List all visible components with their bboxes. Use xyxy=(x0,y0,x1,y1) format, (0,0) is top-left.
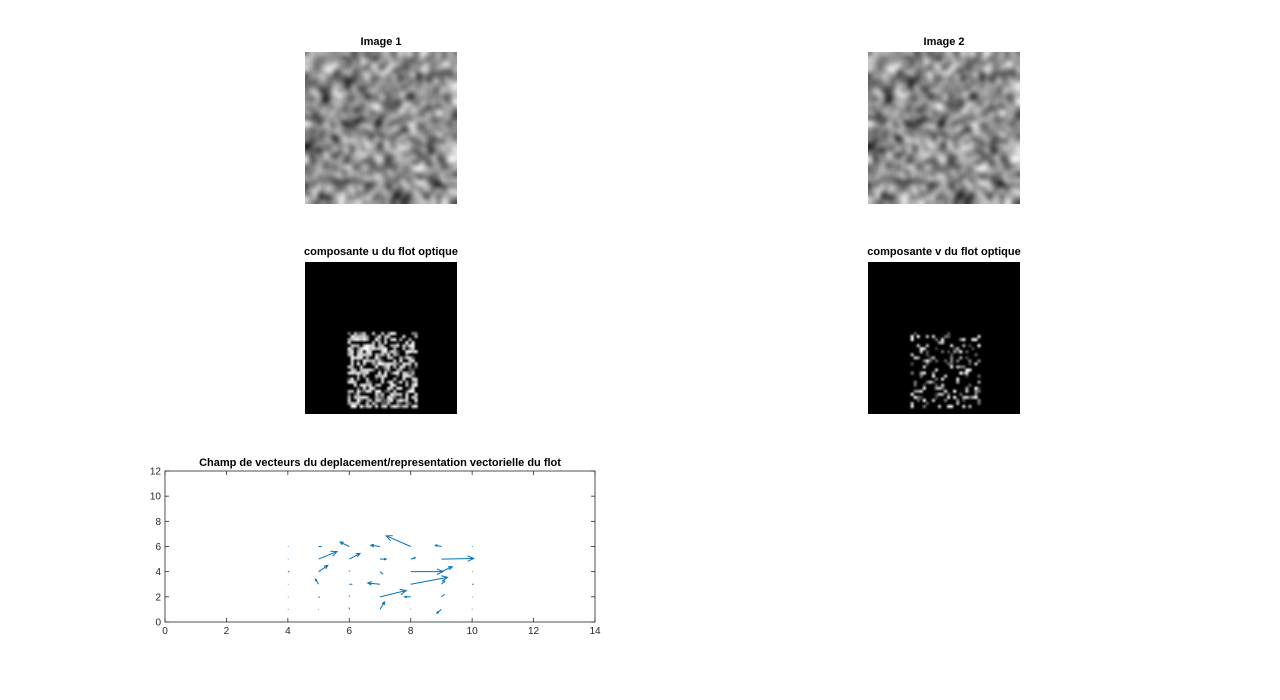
image1-canvas xyxy=(305,52,457,204)
flow-vector xyxy=(410,568,445,575)
flow-vector xyxy=(435,609,442,614)
flow-vector xyxy=(338,541,350,547)
flow-vector xyxy=(434,544,442,547)
flow-vector xyxy=(410,575,449,585)
flow-vector xyxy=(379,600,386,610)
x-tick-label: 10 xyxy=(467,626,479,637)
y-tick-label: 12 xyxy=(150,467,162,478)
quiver-chart: Champ de vecteurs du deplacement/represe… xyxy=(150,457,601,638)
y-tick-label: 4 xyxy=(155,567,161,578)
flow-vector xyxy=(441,555,475,562)
x-tick-label: 2 xyxy=(224,626,230,637)
u-component-panel xyxy=(305,262,457,414)
v-component-title: composante v du flot optique xyxy=(867,246,1021,258)
x-tick-label: 14 xyxy=(589,626,601,637)
v-component-panel xyxy=(868,262,1020,414)
flow-vector xyxy=(349,552,362,560)
image1-panel xyxy=(305,52,457,204)
flow-vector xyxy=(441,566,454,573)
flow-vector xyxy=(318,596,321,598)
quiver-axes: 0 2 4 6 8 10 12 14 0 2 4 6 8 10 12 xyxy=(150,467,601,638)
image1-title: Image 1 xyxy=(360,36,402,48)
u-component-title: composante u du flot optique xyxy=(304,246,458,258)
y-tick-label: 10 xyxy=(150,492,162,503)
flow-vector xyxy=(314,578,319,585)
y-tick-label: 8 xyxy=(155,517,161,528)
flow-vector xyxy=(379,588,408,598)
quiver-title: Champ de vecteurs du deplacement/represe… xyxy=(199,457,561,469)
flow-vector xyxy=(441,580,446,585)
flow-vector xyxy=(403,595,411,599)
flow-vector xyxy=(385,535,411,547)
x-tick-label: 12 xyxy=(528,626,540,637)
image2-title: Image 2 xyxy=(923,36,965,48)
y-tick-label: 0 xyxy=(155,618,161,629)
flow-vector xyxy=(410,557,417,560)
x-tick-label: 6 xyxy=(347,626,353,637)
x-tick-label: 4 xyxy=(285,626,291,637)
flow-vector xyxy=(366,581,381,586)
flow-vector xyxy=(318,564,329,573)
u-component-canvas xyxy=(305,262,457,414)
flow-vector xyxy=(379,571,384,575)
image2-panel xyxy=(868,52,1020,204)
flow-vector xyxy=(369,543,381,548)
x-tick-label: 8 xyxy=(408,626,414,637)
y-tick-label: 2 xyxy=(155,592,161,603)
y-tick-label: 6 xyxy=(155,542,161,553)
x-tick-label: 0 xyxy=(162,626,168,637)
flow-vector xyxy=(318,550,339,560)
flow-vector xyxy=(441,593,445,598)
v-component-canvas xyxy=(868,262,1020,414)
quiver-vectors xyxy=(287,535,475,614)
flow-vector xyxy=(380,557,388,561)
image2-canvas xyxy=(868,52,1020,204)
